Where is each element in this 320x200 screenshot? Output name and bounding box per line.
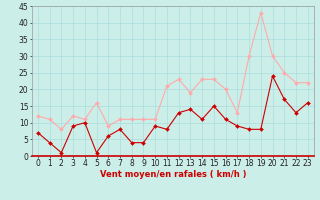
X-axis label: Vent moyen/en rafales ( km/h ): Vent moyen/en rafales ( km/h ) (100, 170, 246, 179)
